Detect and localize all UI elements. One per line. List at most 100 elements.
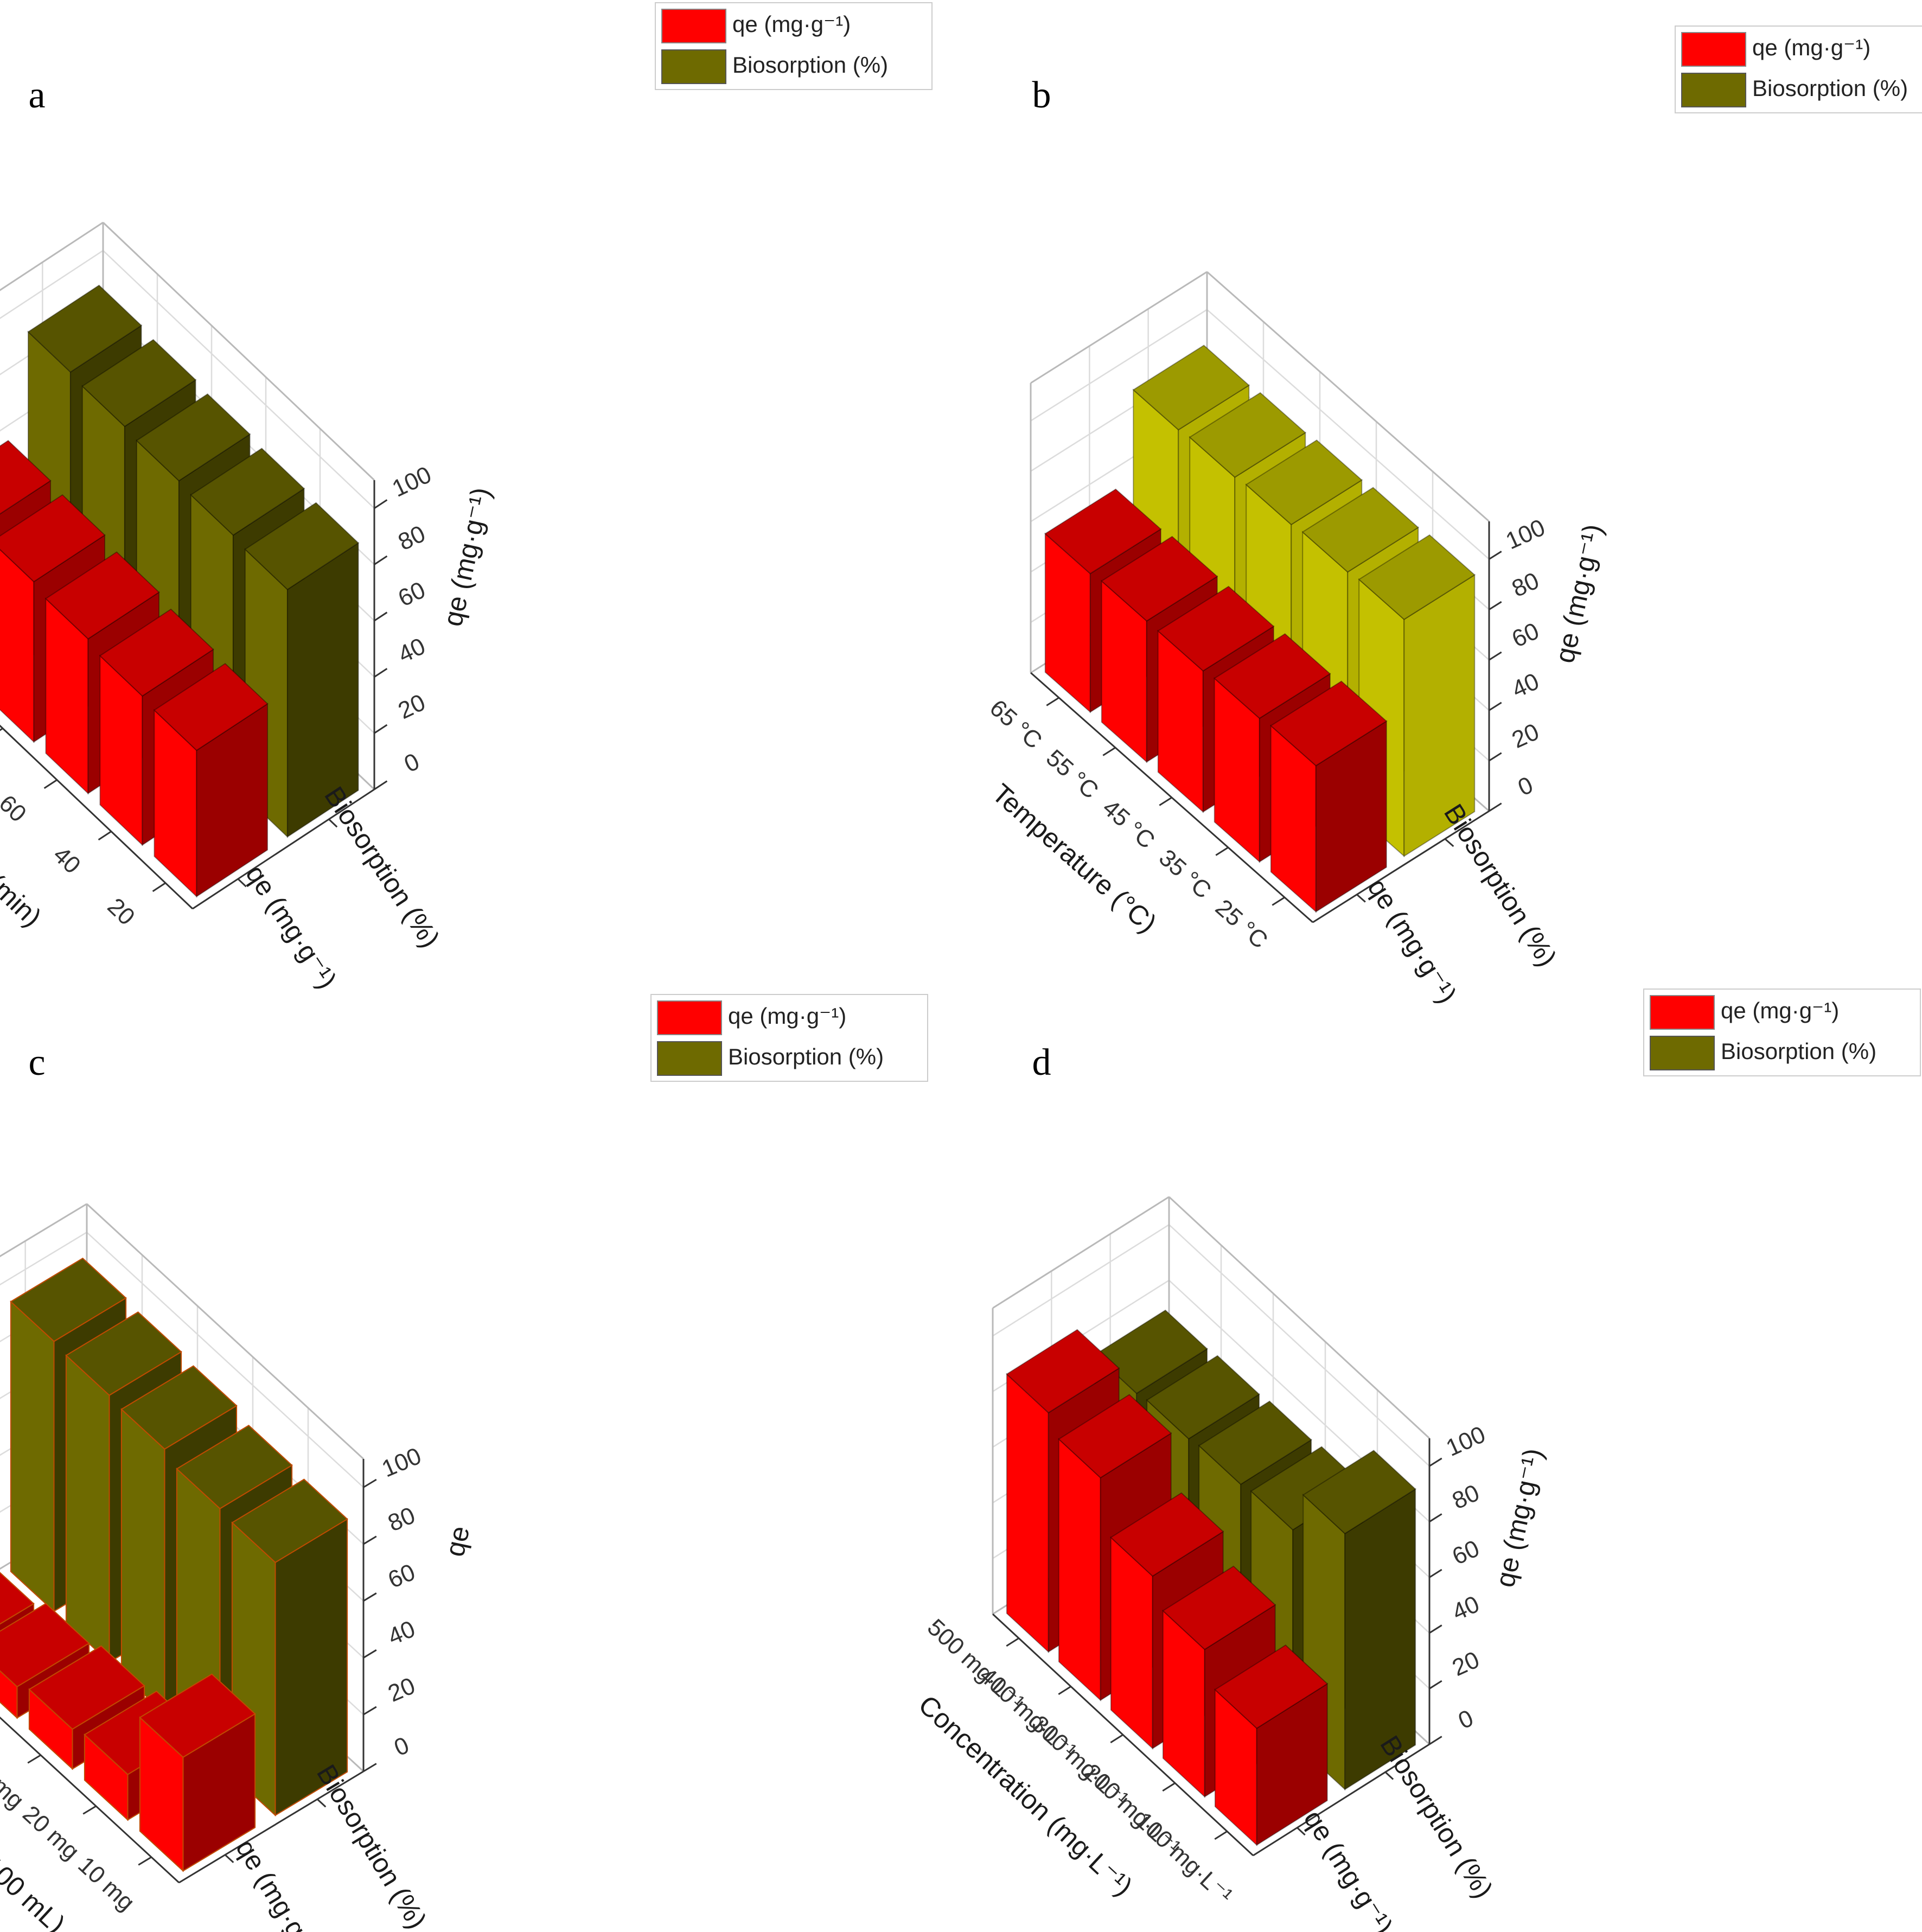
z-tick-label: 80 [384,1502,419,1536]
bar-top-face [0,1572,35,1625]
z-tick-mark [1429,1624,1442,1634]
depth-tick-label: qe (mg·g⁻¹) [1362,873,1463,1009]
bar-front-face [120,1408,165,1715]
grid-line [0,250,104,320]
z-tick-mark [1429,1457,1442,1467]
z-tick-label: 60 [394,577,430,612]
bar-10mg-series1 [231,1478,348,1817]
depth-tick-mark [1444,838,1454,847]
frame-line [0,221,104,291]
bar-top-face [1101,535,1218,622]
z-tick-label: 20 [394,689,430,724]
z-tick-mark [363,1706,377,1716]
x-tick-label: 20 [103,893,140,930]
z-axis-title: qe (mg·g⁻¹) [437,484,496,629]
z-tick-label: 20 [384,1672,419,1707]
depth-axis-line [192,788,375,910]
panel-letter: d [1032,1042,1051,1083]
z-tick-mark [1429,1568,1442,1578]
z-tick-label: 80 [1508,567,1543,602]
legend-label: Biosorption (%) [732,52,888,78]
x-tick-mark [0,728,3,731]
x-tick-mark [1214,1831,1228,1840]
legend-swatch [1681,73,1746,107]
z-tick-label: 40 [384,1616,419,1650]
x-tick-label: 65 °C [985,694,1047,754]
bar-top-face [1146,1355,1260,1440]
bar-top-face [1058,1394,1172,1478]
x-axis-title: Temperature (°C) [986,778,1163,939]
x-tick-label: 40 [48,841,86,879]
bar-top-face [44,551,160,640]
z-tick-mark [1429,1513,1442,1523]
depth-tick-mark [237,878,247,888]
bar-top-face [81,339,197,428]
panel-letter: a [28,74,45,116]
z-tick-label: 80 [1448,1480,1484,1515]
grid-line [1206,309,1490,560]
grid-line [103,250,375,509]
bar-top-face [120,1365,238,1450]
x-tick-label: 30 mg [0,1750,29,1814]
x-axis-title: Contact time (min) [0,758,47,933]
z-tick-mark [363,1478,377,1488]
bar-top-face [1157,585,1275,672]
legend-label: Biosorption (%) [728,1044,884,1069]
x-tick-mark [27,1754,41,1764]
depth-tick-label: Biosorption (%) [1374,1730,1499,1903]
z-tick-mark [374,499,388,509]
bar-top-face [99,608,214,697]
depth-tick-mark [224,1854,234,1863]
x-tick-mark [1159,796,1172,806]
depth-axis-line [1253,1743,1430,1857]
x-tick-mark [82,1805,97,1815]
depth-tick-label: qe (mg·g⁻¹) [1298,1805,1399,1932]
x-tick-mark [138,1856,152,1866]
bar-25C-series0 [1270,680,1388,913]
legend: qe (mg·g⁻¹) Biosorption (%) [1643,989,1921,1076]
panel-letter: c [28,1042,45,1083]
legend-swatch [1650,1036,1715,1070]
x-tick-label: 60 [0,790,31,827]
frame-line [0,1203,87,1258]
z-axis-title: qe (mg·g⁻¹) [1549,521,1608,666]
z-tick-mark [1489,601,1502,610]
legend-label: qe (mg·g⁻¹) [1752,35,1870,60]
z-tick-label: 100 [378,1443,425,1483]
z-tick-label: 100 [1442,1421,1490,1462]
z-tick-label: 20 [1508,718,1543,754]
legend-swatch [661,49,726,84]
x-tick-mark [1102,747,1116,756]
bar-top-face [10,1257,127,1342]
bar-top-face [1044,488,1162,575]
bar-top-face [1214,1644,1329,1729]
z-tick-mark [374,724,388,734]
depth-tick-mark [1384,1771,1394,1780]
frame-line [1168,1196,1431,1439]
grid-line [992,1224,1170,1337]
bar-25C-series1 [1358,534,1476,858]
z-tick-label: 40 [394,633,430,668]
depth-tick-label: Biosorption (%) [318,781,445,953]
bars [0,1257,348,1872]
bar-top-face [1301,487,1419,573]
bar-top-face [1132,345,1250,431]
z-tick-label: 0 [390,1732,413,1762]
bar-top-face [231,1478,348,1564]
bar-top-face [1358,534,1476,620]
z-tick-mark [1489,702,1502,711]
bar-top-face [28,1645,145,1730]
z-tick-mark [1489,651,1502,661]
bar-top-face [1245,439,1363,526]
frame-line [992,1196,1170,1309]
legend-label: Biosorption (%) [1721,1038,1876,1064]
x-tick-mark [1162,1782,1176,1792]
z-tick-label: 20 [1448,1646,1484,1681]
x-tick-mark [1046,697,1059,706]
bar-top-face [139,1673,256,1758]
bar-top-face [176,1425,293,1509]
z-tick-label: 80 [394,520,430,556]
